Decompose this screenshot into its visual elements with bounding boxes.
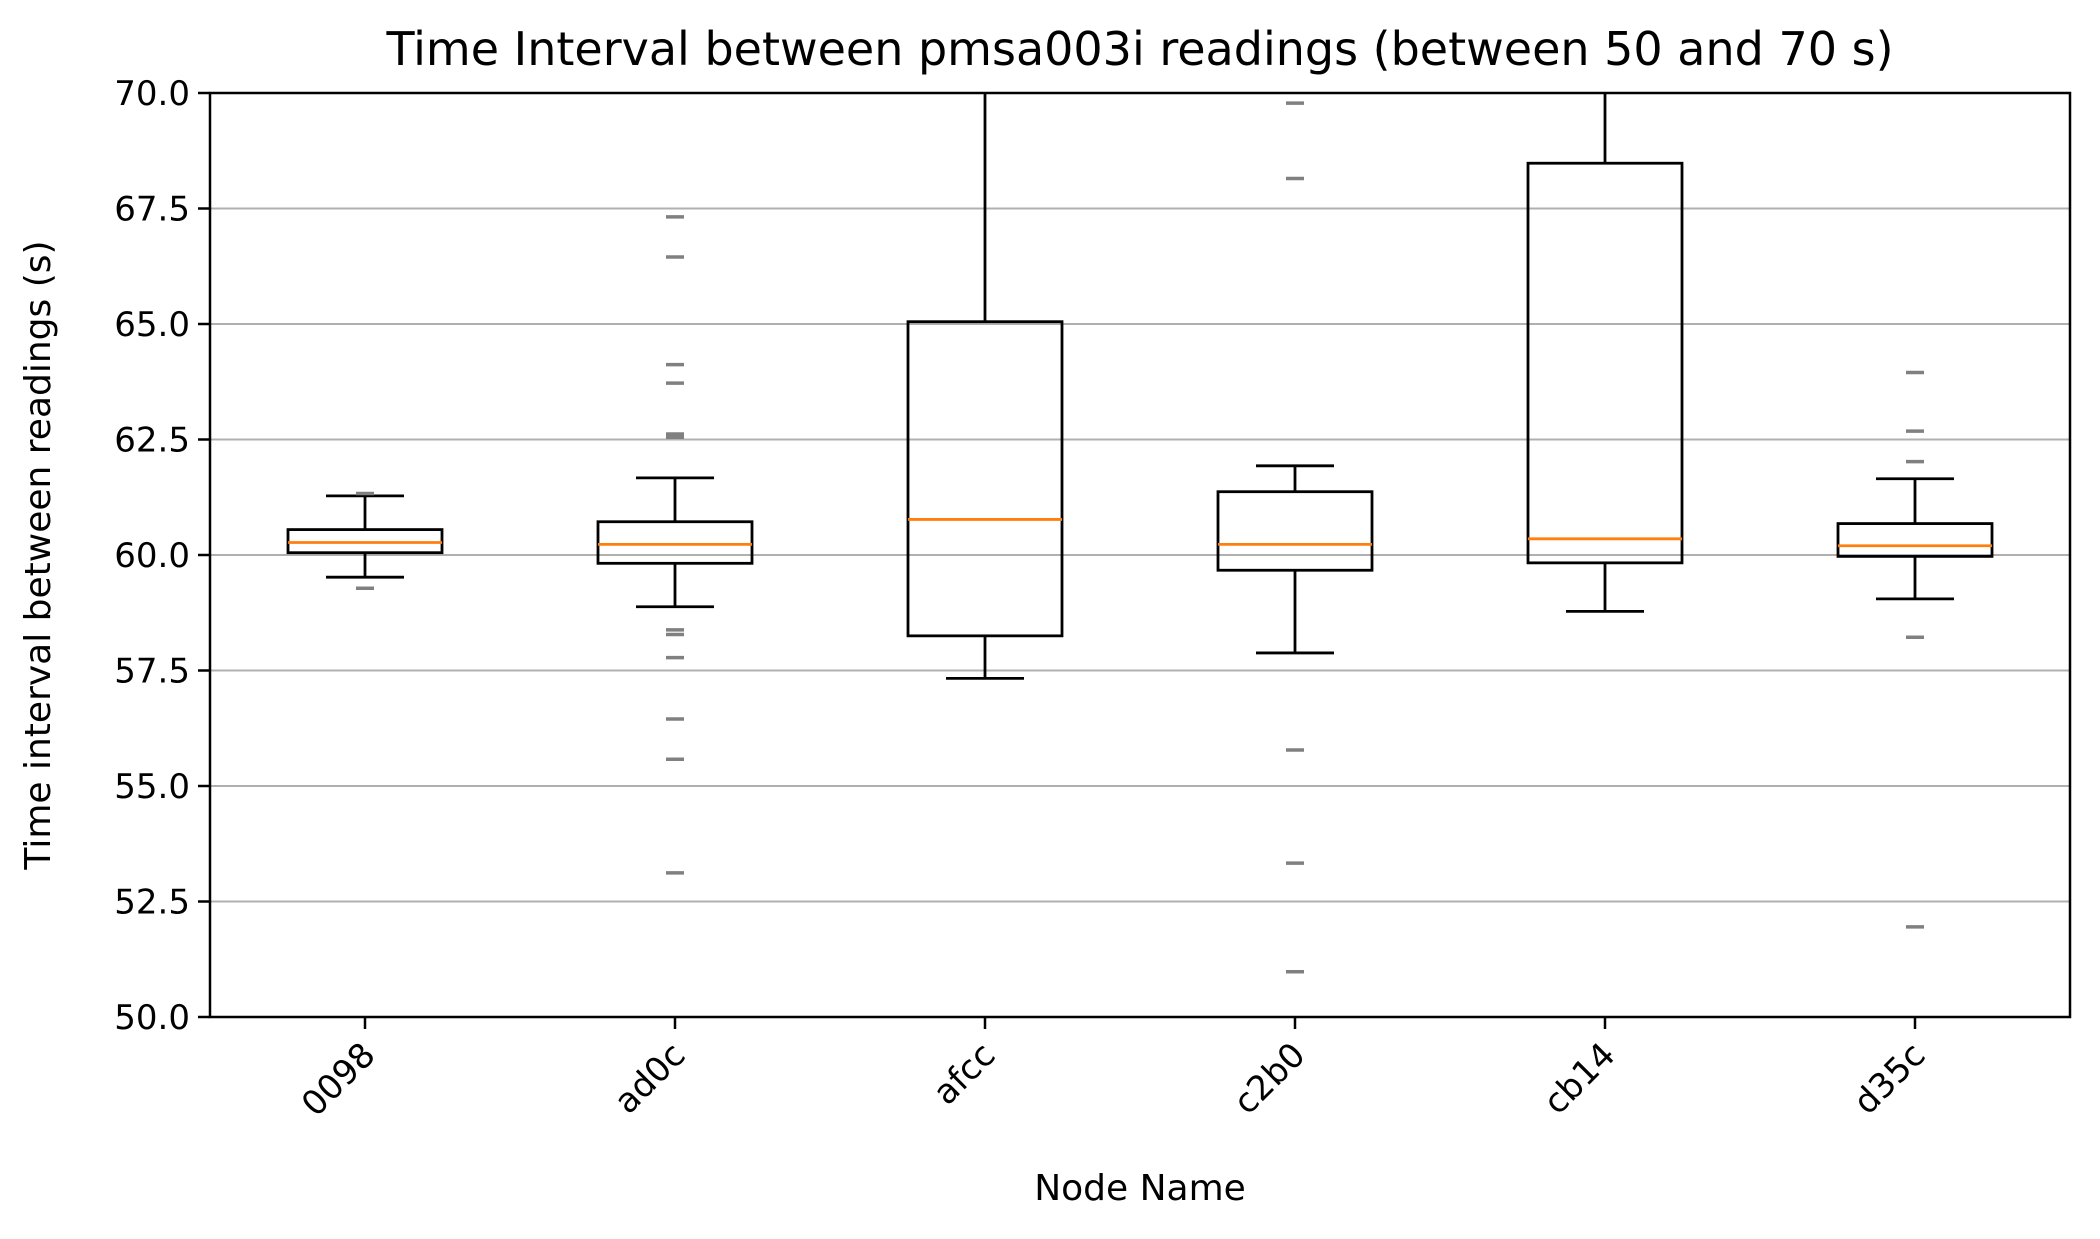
box-0098 [286,491,444,591]
box-ad0c [596,215,754,875]
chart-title: Time Interval between pmsa003i readings … [385,22,1893,76]
x-tick-label: c2b0 [1226,1035,1313,1122]
y-tick-label: 70.0 [114,74,190,114]
box-d35c [1836,370,1994,929]
box-series [286,93,1994,974]
iqr-box [1836,522,1994,558]
y-tick-label: 50.0 [114,998,190,1038]
y-tick-label: 62.5 [114,421,190,461]
iqr-box [1216,490,1374,572]
x-tick-label: ad0c [607,1035,694,1122]
box-afcc [906,93,1064,680]
y-tick-label: 65.0 [114,305,190,345]
iqr-box [1526,161,1684,565]
y-tick-label: 55.0 [114,767,190,807]
iqr-box [596,520,754,565]
x-axis-label: Node Name [1034,1168,1246,1209]
x-axis: 0098 ad0c afcc c2b0 cb14 d35c [294,1017,1933,1125]
grid-lines [210,92,2070,1018]
y-tick-label: 60.0 [114,536,190,576]
x-tick-label: 0098 [294,1035,383,1124]
x-tick-label: d35c [1846,1035,1933,1122]
y-axis-label: Time interval between readings (s) [18,240,59,870]
box-cb14 [1526,93,1684,613]
y-tick-label: 52.5 [114,883,190,923]
y-axis: 50.0 52.5 55.0 57.5 60.0 62.5 65.0 67.5 70.0 [114,74,210,1038]
x-tick-label: afcc [925,1035,1003,1113]
x-tick-label: cb14 [1536,1035,1623,1122]
y-tick-label: 67.5 [114,190,190,230]
iqr-box [906,320,1064,638]
y-tick-label: 57.5 [114,652,190,692]
box-c2b0 [1216,101,1374,974]
